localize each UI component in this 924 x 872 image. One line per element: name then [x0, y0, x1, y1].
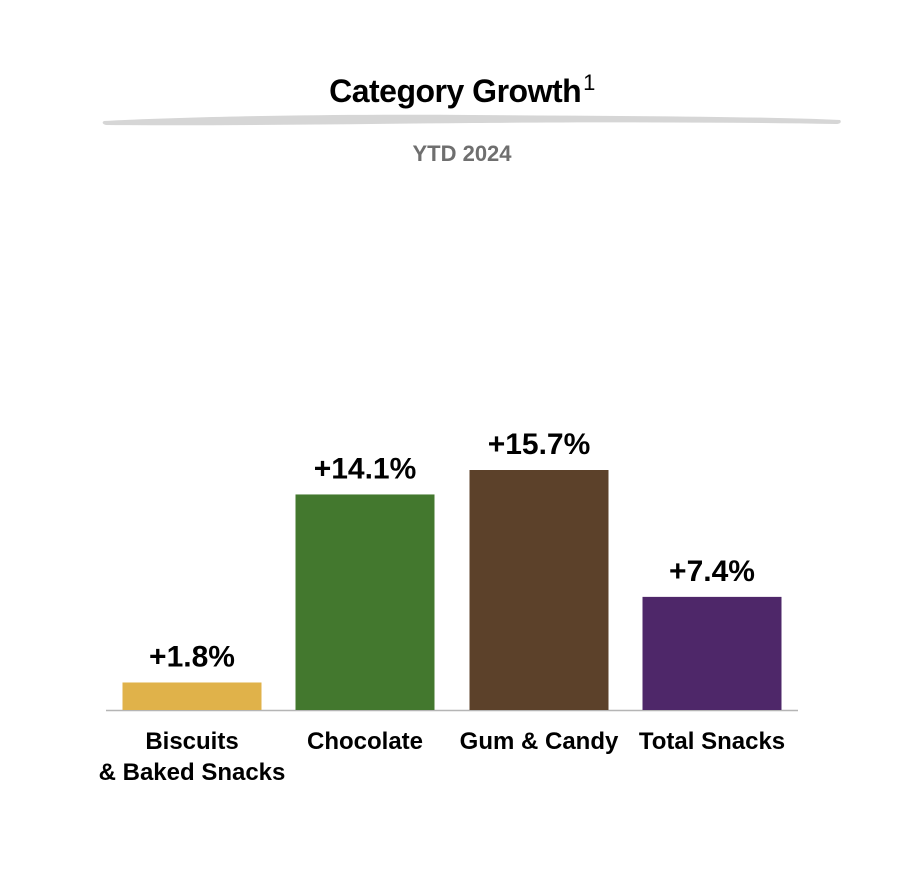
chart-title-text: Category Growth: [329, 73, 582, 109]
value-label-biscuits-and-baked-snacks: +1.8%: [149, 640, 235, 673]
bars-group: [122, 470, 782, 710]
chart-title: Category Growth1: [0, 70, 924, 110]
value-labels-group: +1.8% +14.1% +15.7% +7.4%: [149, 428, 755, 673]
category-label-chocolate: Chocolate: [307, 728, 423, 755]
category-label-biscuits-and-baked-snacks-line-2: & Baked Snacks: [99, 759, 286, 786]
bar-chocolate: [295, 494, 435, 710]
category-labels-group: Biscuits & Baked Snacks Chocolate Gum & Can…: [99, 728, 786, 786]
bar-total-snacks: [642, 596, 782, 710]
category-label-gum-and-candy: Gum & Candy: [460, 728, 619, 755]
title-footnote-marker: 1: [583, 70, 595, 95]
value-label-chocolate: +14.1%: [314, 452, 417, 485]
bar-biscuits-and-baked-snacks: [122, 682, 262, 710]
chart-subtitle: YTD 2024: [412, 141, 512, 166]
category-label-total-snacks: Total Snacks: [639, 728, 785, 755]
swoosh-shape: [102, 114, 841, 126]
value-label-total-snacks: +7.4%: [669, 555, 755, 588]
value-label-gum-and-candy: +15.7%: [488, 428, 591, 461]
title-underline-swoosh: [102, 114, 841, 126]
bar-gum-and-candy: [469, 470, 609, 710]
category-label-biscuits-and-baked-snacks-line-1: Biscuits: [145, 728, 238, 755]
